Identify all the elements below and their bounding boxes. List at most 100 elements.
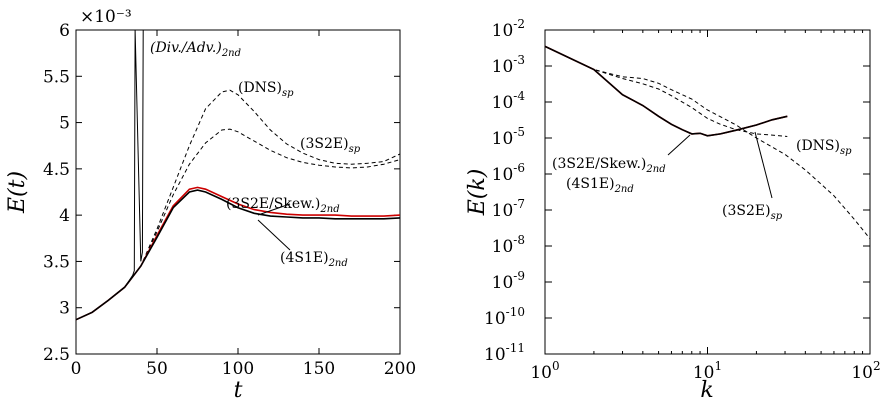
left-y-tick-label: 5 xyxy=(59,114,70,134)
right-y-tick-label-base: 10 xyxy=(492,165,514,185)
left-arrow-3s2e-skew xyxy=(257,203,291,216)
left-annotation-3s2e-skew-main: (3S2E/Skew.) xyxy=(226,196,320,212)
right-y-tick-label-exp: -6 xyxy=(513,161,525,175)
right-y-tick-label-exp: -8 xyxy=(513,233,525,247)
left-series-line-4 xyxy=(76,30,144,321)
right-y-tick-label: 10-6 xyxy=(492,161,525,185)
left-annotation-3s2e: (3S2E)sp xyxy=(300,136,361,155)
right-series-line-0 xyxy=(545,45,870,240)
left-y-axis-label: E(t) xyxy=(5,171,30,214)
right-y-tick-label-base: 10 xyxy=(492,21,514,41)
left-y-tick-label: 3.5 xyxy=(43,252,70,272)
left-y-tick-label: 5.5 xyxy=(43,67,70,87)
energy-spectrum-chart: 100 101 102 10-1110-1010-910-810-710-610-5… xyxy=(465,17,881,399)
left-y-ticks: 2.5 3 3.5 4 4.5 5 5.5 6 xyxy=(43,21,400,365)
right-annotation-4s1e-sub: 2nd xyxy=(614,184,634,195)
left-series-group xyxy=(76,30,400,321)
left-x-ticks: 0 50 100 150 200 xyxy=(71,30,416,379)
right-annotation-3s2e-sub: sp xyxy=(771,211,783,222)
right-x-tick-label: 101 xyxy=(693,359,722,383)
right-y-tick-label-base: 10 xyxy=(484,345,506,365)
left-annotation-dns-main: (DNS) xyxy=(238,80,282,96)
right-y-tick-label: 10-5 xyxy=(492,125,525,149)
left-annotation-div-adv: (Div./Adv.)2nd xyxy=(150,40,241,59)
left-y-tick-label: 6 xyxy=(59,21,70,41)
left-x-tick-label: 50 xyxy=(146,359,168,379)
right-annotation-4s1e-main: (4S1E) xyxy=(566,176,615,192)
right-series-line-3 xyxy=(545,45,788,137)
right-y-tick-label-base: 10 xyxy=(492,93,514,113)
right-y-tick-label-base: 10 xyxy=(492,237,514,257)
right-arrow-3s2e xyxy=(754,131,773,199)
right-y-tick-label: 10-11 xyxy=(484,341,525,365)
left-x-tick-label: 100 xyxy=(222,359,254,379)
right-series-line-1 xyxy=(545,45,788,137)
left-y-tick-label: 4 xyxy=(59,206,70,226)
right-y-tick-label-exp: -2 xyxy=(513,17,525,31)
left-annotation-4s1e-main: (4S1E) xyxy=(280,250,329,266)
right-y-tick-label: 10-3 xyxy=(492,53,525,77)
right-y-tick-label: 10-10 xyxy=(484,305,525,329)
right-series-line-2 xyxy=(545,45,788,137)
right-y-tick-label-exp: -11 xyxy=(506,341,525,355)
right-y-tick-label: 10-7 xyxy=(492,197,525,221)
right-y-tick-label-exp: -5 xyxy=(513,125,525,139)
left-annotation-3s2e-main: (3S2E) xyxy=(300,136,349,152)
right-x-tick-label: 100 xyxy=(530,359,559,383)
right-y-tick-label-exp: -3 xyxy=(513,53,525,67)
right-y-tick-label: 10-2 xyxy=(492,17,525,41)
right-y-tick-label-exp: -9 xyxy=(513,269,525,283)
right-y-tick-label-base: 10 xyxy=(492,129,514,149)
left-annotation-3s2e-skew: (3S2E/Skew.)2nd xyxy=(226,196,340,215)
left-annotation-div-adv-main: (Div./Adv.) xyxy=(150,40,222,56)
left-y-tick-label: 3 xyxy=(59,299,70,319)
right-y-tick-label-base: 10 xyxy=(492,57,514,77)
right-annotation-dns-main: (DNS) xyxy=(796,138,840,154)
right-annotation-3s2e-main: (3S2E) xyxy=(722,203,771,219)
left-annotation-3s2e-skew-sub: 2nd xyxy=(319,204,339,215)
right-y-ticks: 10-1110-1010-910-810-710-610-510-410-310… xyxy=(484,17,870,365)
right-y-axis-label: E(k) xyxy=(465,169,490,217)
right-annotation-3s2e-skew-sub: 2nd xyxy=(645,164,665,175)
right-annotation-dns: (DNS)sp xyxy=(796,138,852,157)
right-x-axis-label: k xyxy=(700,378,713,399)
right-annotations: (3S2E/Skew.)2nd(4S1E)2nd(3S2E)sp(DNS)sp xyxy=(552,131,852,222)
left-x-axis-label: t xyxy=(234,378,243,399)
right-y-tick-label-exp: -7 xyxy=(513,197,525,211)
right-annotation-3s2e-skew-main: (3S2E/Skew.) xyxy=(552,156,646,172)
right-annotation-3s2e-skew: (3S2E/Skew.)2nd xyxy=(552,156,666,175)
right-x-tick-label-exp: 0 xyxy=(552,359,560,373)
left-x-tick-label: 150 xyxy=(303,359,335,379)
right-series-group xyxy=(545,45,870,240)
left-annotation-div-adv-sub: 2nd xyxy=(221,48,241,59)
right-plot-frame xyxy=(544,29,871,355)
right-x-tick-label-base: 10 xyxy=(851,363,873,383)
right-y-tick-label-exp: -4 xyxy=(513,89,525,103)
right-annotation-dns-sub: sp xyxy=(840,146,852,157)
right-y-tick-label-base: 10 xyxy=(492,273,514,293)
left-annotation-dns-sub: sp xyxy=(282,88,294,99)
right-y-tick-label: 10-8 xyxy=(492,233,525,257)
left-series-line-3 xyxy=(76,189,400,321)
right-x-tick-label-exp: 2 xyxy=(873,359,881,373)
left-y-multiplier: ×10⁻³ xyxy=(80,7,132,27)
right-annotation-4s1e: (4S1E)2nd xyxy=(566,176,634,195)
right-x-tick-label: 102 xyxy=(851,359,880,383)
left-x-tick-label: 200 xyxy=(384,359,416,379)
left-arrow-4s1e xyxy=(257,219,291,251)
right-y-tick-label-base: 10 xyxy=(484,309,506,329)
left-annotation-4s1e: (4S1E)2nd xyxy=(280,250,348,269)
right-y-tick-label: 10-9 xyxy=(492,269,525,293)
right-x-tick-label-exp: 1 xyxy=(715,359,723,373)
left-annotation-4s1e-sub: 2nd xyxy=(328,258,348,269)
right-x-tick-label-base: 10 xyxy=(530,363,552,383)
right-y-tick-label-base: 10 xyxy=(492,201,514,221)
left-annotations: (Div./Adv.)2nd(DNS)sp(3S2E)sp(3S2E/Skew.… xyxy=(150,40,361,269)
left-y-tick-label: 2.5 xyxy=(43,345,70,365)
left-series-line-1 xyxy=(76,128,400,321)
right-annotation-3s2e: (3S2E)sp xyxy=(722,203,783,222)
right-arrow-3s2e-skew xyxy=(667,134,691,156)
left-y-tick-label: 4.5 xyxy=(43,160,70,180)
right-x-ticks: 100 101 102 xyxy=(530,30,881,383)
